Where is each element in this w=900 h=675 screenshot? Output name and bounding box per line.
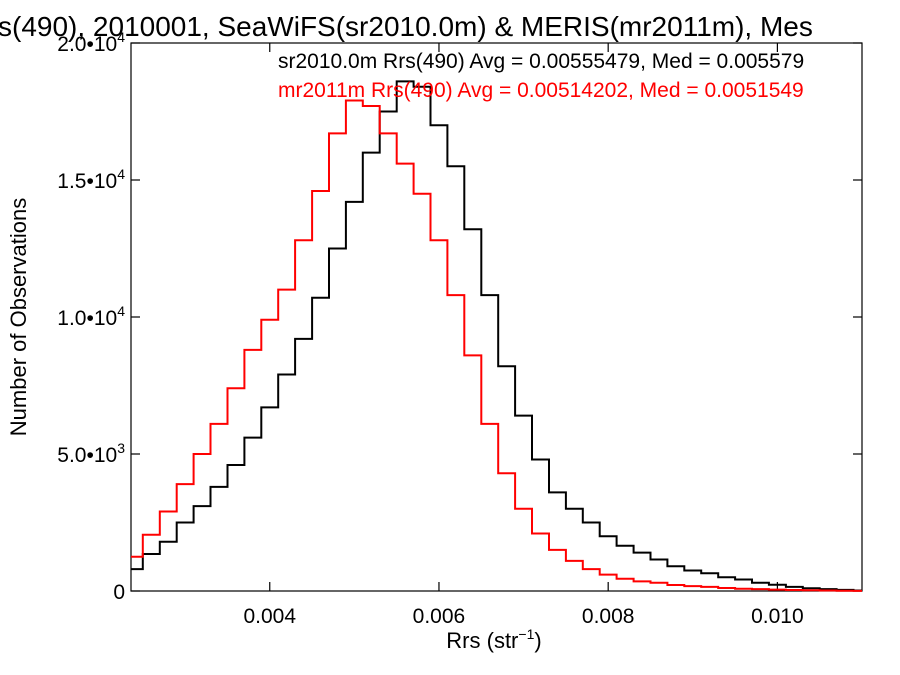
series-mr2011-line — [131, 99, 862, 592]
y-tick-label: 0 — [113, 581, 125, 604]
x-tick-label: 0.006 — [413, 605, 466, 628]
series-group — [131, 80, 862, 592]
plot-area — [130, 42, 863, 592]
x-tick-label: 0.008 — [582, 605, 635, 628]
chart-title: s(490), 2010001, SeaWiFS(sr2010.0m) & ME… — [0, 11, 813, 42]
y-axis-label: Number of Observations — [6, 198, 31, 436]
y-axis-ticks: 0 5.0•103 1.0•104 1.5•104 2.0•104 — [57, 29, 862, 604]
x-axis-ticks: 0.004 0.006 0.008 0.010 — [243, 43, 804, 628]
series-sr2010-line — [131, 80, 862, 592]
x-tick-label: 0.010 — [751, 605, 804, 628]
annotation-black: sr2010.0m Rrs(490) Avg = 0.00555479, Med… — [278, 50, 804, 73]
x-axis-label-close: ) — [534, 628, 541, 653]
y-tick-label: 2.0•104 — [57, 29, 125, 56]
x-axis-label-main: Rrs (str — [446, 628, 518, 653]
x-axis-label: Rrs (str−1) — [446, 626, 541, 653]
x-tick-label: 0.004 — [243, 605, 296, 628]
y-tick-label: 1.0•104 — [57, 303, 125, 330]
x-axis-label-sup: −1 — [518, 626, 534, 642]
annotation-red: mr2011m Rrs(490) Avg = 0.00514202, Med =… — [278, 79, 804, 102]
y-tick-label: 5.0•103 — [57, 440, 125, 467]
y-tick-label: 1.5•104 — [57, 166, 125, 193]
